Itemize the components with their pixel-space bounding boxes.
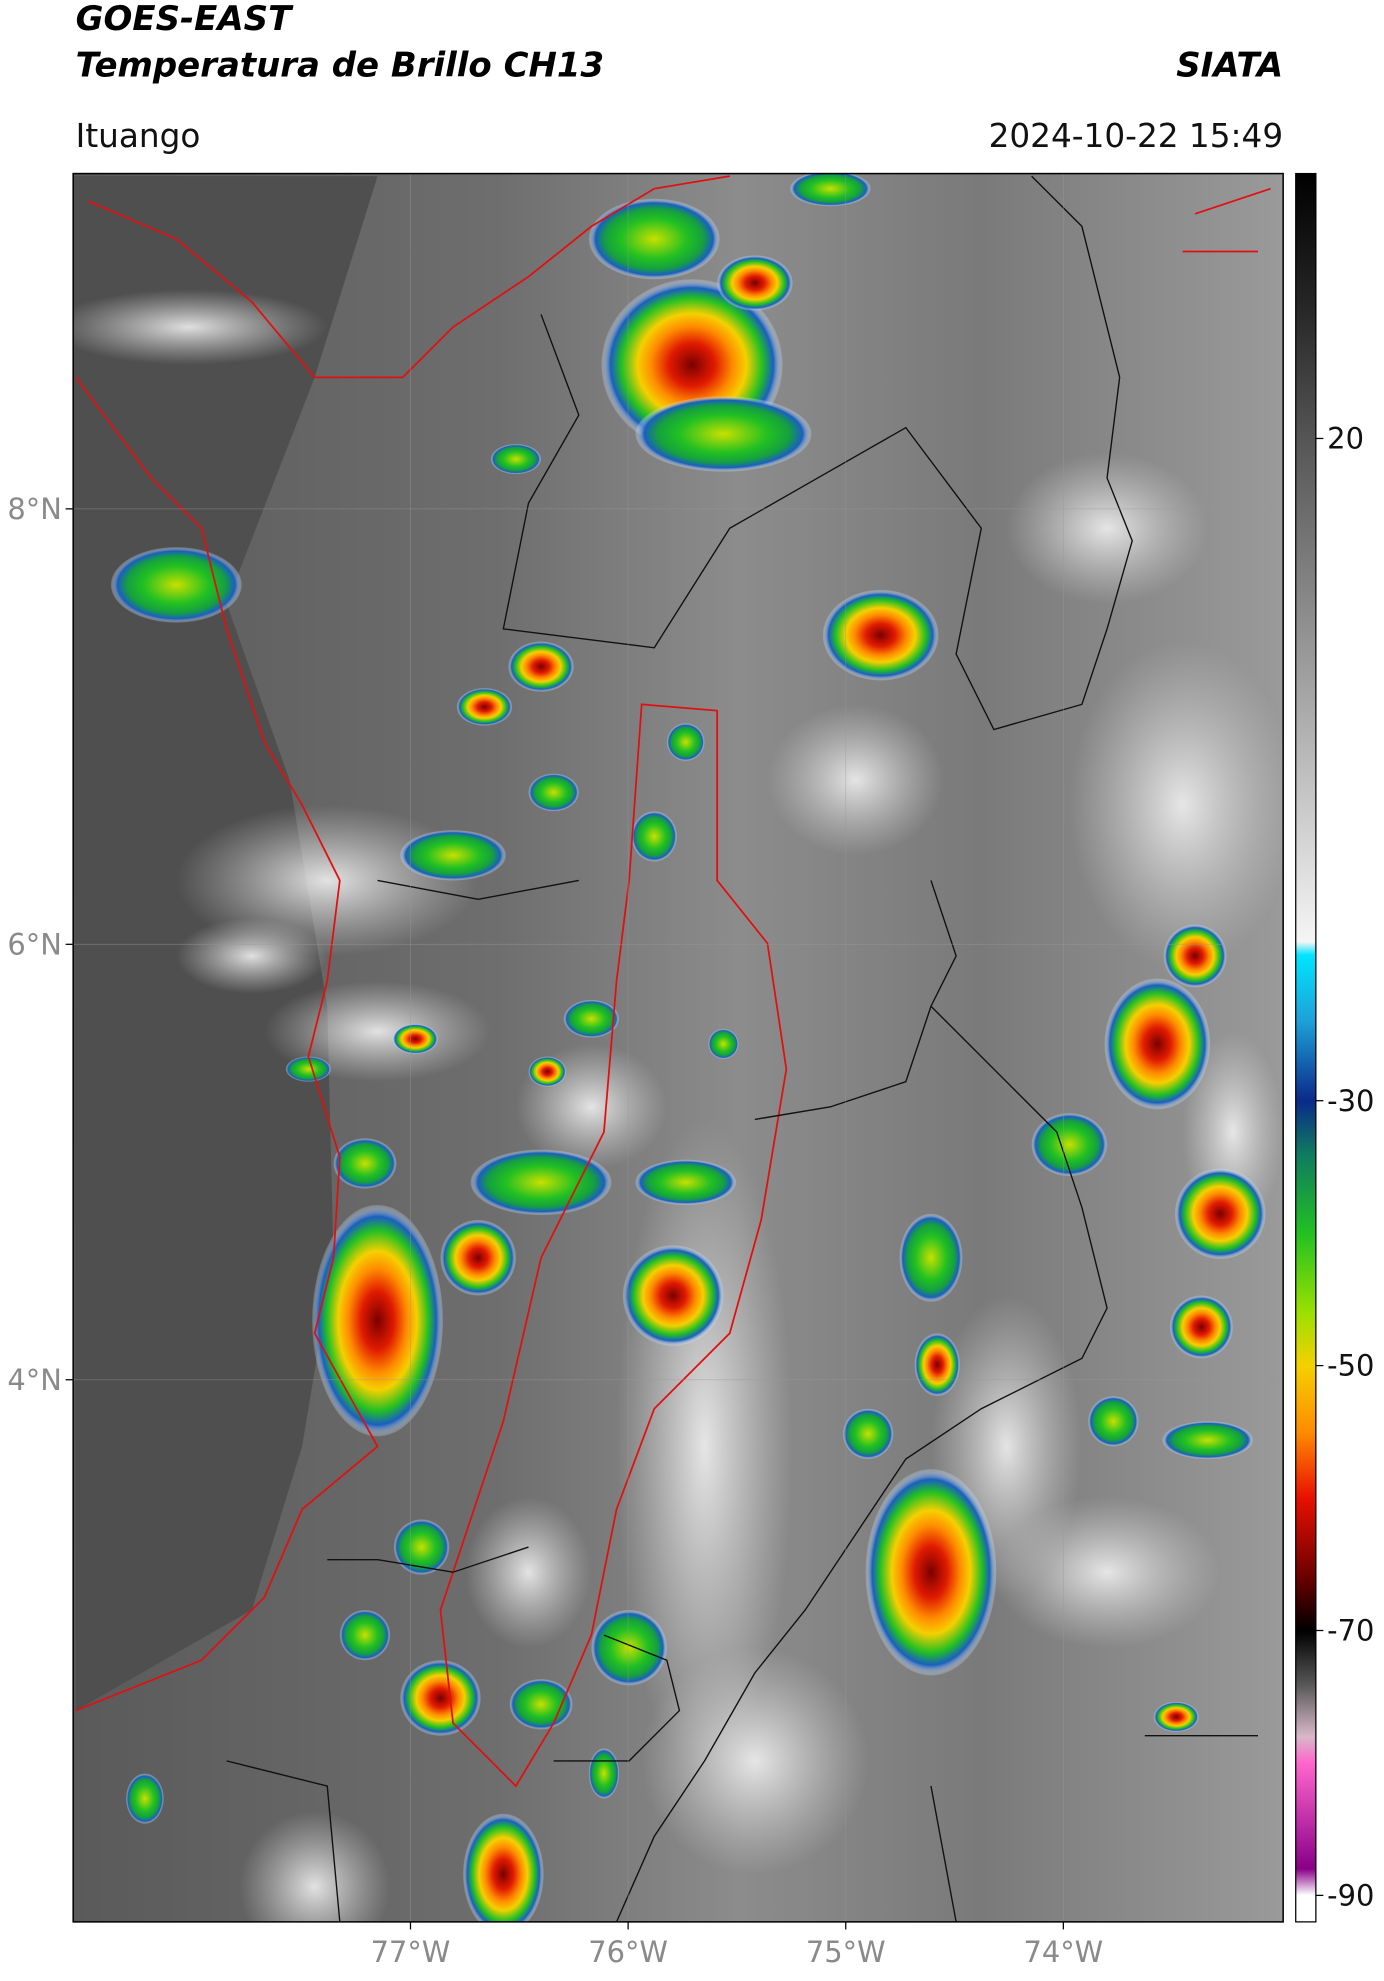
cloud-top bbox=[588, 1748, 620, 1799]
cloud-top bbox=[666, 723, 705, 761]
cloud-top bbox=[588, 198, 720, 280]
cloud-top bbox=[1162, 1421, 1253, 1460]
cloud-top bbox=[865, 1469, 997, 1676]
cloud-top bbox=[392, 1023, 438, 1055]
cloud-top bbox=[591, 1609, 667, 1686]
colorbar-tick-label: -90 bbox=[1327, 1878, 1374, 1912]
cloud-top bbox=[1031, 1113, 1108, 1177]
title: GOES-EAST bbox=[76, 0, 294, 39]
cloud-top bbox=[1153, 1701, 1199, 1732]
x-tick-label: 75°W bbox=[806, 1935, 886, 1969]
x-tick-label: 74°W bbox=[1023, 1935, 1103, 1969]
cloud-top bbox=[563, 999, 620, 1038]
y-tick-label: 6°N bbox=[7, 927, 61, 961]
cloud-top bbox=[622, 1245, 724, 1346]
cloud-top bbox=[126, 1773, 164, 1824]
timestamp: 2024-10-22 15:49 bbox=[989, 117, 1284, 155]
cloud-top bbox=[708, 1028, 739, 1060]
cloud-top bbox=[1174, 1168, 1266, 1260]
national-border bbox=[226, 175, 1258, 1922]
cloud-top bbox=[400, 830, 506, 881]
cloud-top bbox=[635, 396, 812, 472]
cloud-top bbox=[110, 547, 242, 623]
cloud-top bbox=[822, 589, 939, 681]
cloud-top bbox=[1104, 978, 1211, 1110]
cloud-top bbox=[914, 1333, 960, 1397]
cloud-top bbox=[400, 1660, 481, 1736]
colorbar bbox=[1295, 172, 1317, 1923]
cloud-top bbox=[312, 1204, 443, 1437]
cloud-top bbox=[333, 1138, 397, 1189]
cloud-top bbox=[635, 1159, 737, 1205]
cloud-texture bbox=[1069, 641, 1284, 969]
cloud-texture bbox=[465, 1496, 592, 1648]
cloud-top bbox=[509, 1679, 573, 1730]
colorbar-tick-label: 20 bbox=[1327, 422, 1364, 456]
cloud-texture bbox=[767, 704, 944, 856]
cloud-texture bbox=[239, 1811, 391, 1922]
cloud-top bbox=[463, 1813, 544, 1922]
cloud-top bbox=[717, 255, 793, 311]
colorbar-tick-label: -70 bbox=[1327, 1614, 1374, 1648]
cloud-top bbox=[490, 443, 542, 475]
cloud-top bbox=[393, 1519, 450, 1575]
cloud-texture bbox=[641, 1647, 869, 1875]
y-tick-label: 4°N bbox=[7, 1363, 61, 1397]
x-tick-label: 77°W bbox=[371, 1935, 451, 1969]
cloud-top bbox=[528, 1056, 567, 1087]
cloud-top bbox=[899, 1213, 963, 1302]
cloud-texture bbox=[1006, 452, 1208, 604]
title: Temperatura de Brillo CH13 bbox=[76, 46, 604, 86]
x-tick-label: 76°W bbox=[588, 1935, 668, 1969]
cloud-top bbox=[508, 641, 574, 692]
y-tick-label: 8°N bbox=[7, 492, 61, 526]
location: Ituango bbox=[76, 117, 201, 155]
cloud-top bbox=[1088, 1396, 1139, 1447]
cloud-texture bbox=[176, 918, 328, 994]
map-area bbox=[73, 173, 1284, 1922]
cloud-top bbox=[470, 1149, 612, 1216]
cloud-top bbox=[631, 811, 677, 862]
source: SIATA bbox=[1176, 46, 1283, 86]
cloud-top bbox=[1169, 1295, 1233, 1359]
cloud-top bbox=[339, 1609, 391, 1661]
coastline bbox=[74, 175, 730, 1712]
cloud-top bbox=[1163, 924, 1227, 988]
cloud-texture bbox=[993, 1496, 1221, 1648]
cloud-top bbox=[440, 1220, 516, 1296]
cloud-top bbox=[285, 1056, 332, 1082]
cloud-top bbox=[456, 688, 513, 726]
map-frame bbox=[72, 172, 1284, 1923]
colorbar-tick-label: -50 bbox=[1327, 1349, 1374, 1383]
cloud-top bbox=[842, 1408, 894, 1460]
cloud-top bbox=[528, 773, 579, 812]
colorbar-tick-label: -30 bbox=[1327, 1084, 1374, 1118]
cloud-texture bbox=[73, 289, 328, 365]
department-border bbox=[439, 187, 1271, 1788]
cloud-top bbox=[790, 173, 871, 207]
